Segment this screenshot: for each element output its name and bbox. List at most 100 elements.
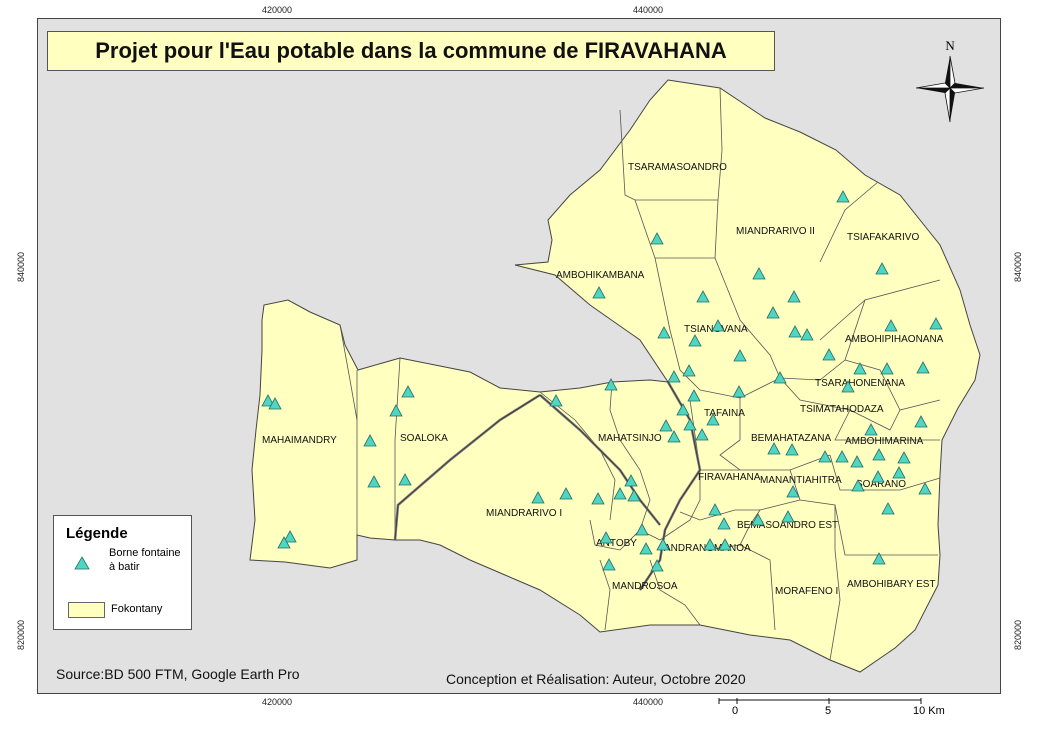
borne-fontaine-marker bbox=[766, 306, 780, 319]
borne-fontaine-marker bbox=[708, 503, 722, 516]
borne-fontaine-marker bbox=[667, 370, 681, 383]
credit-text: Conception et Réalisation: Auteur, Octob… bbox=[446, 671, 746, 687]
borne-fontaine-marker bbox=[785, 443, 799, 456]
borne-fontaine-marker bbox=[788, 325, 802, 338]
borne-fontaine-marker bbox=[398, 473, 412, 486]
borne-fontaine-marker bbox=[261, 394, 275, 407]
borne-fontaine-marker bbox=[767, 442, 781, 455]
borne-fontaine-marker bbox=[841, 380, 855, 393]
grid-label-bottom-1: 420000 bbox=[262, 697, 293, 707]
borne-fontaine-marker bbox=[916, 361, 930, 374]
borne-fontaine-marker bbox=[635, 523, 649, 536]
borne-fontaine-marker bbox=[914, 415, 928, 428]
borne-fontaine-marker bbox=[657, 326, 671, 339]
borne-fontaine-marker bbox=[695, 428, 709, 441]
grid-label-top-2: 440000 bbox=[633, 5, 664, 15]
fokontany-label: AMBOHIBARY EST bbox=[847, 579, 936, 590]
legend-heading: Légende bbox=[66, 525, 128, 542]
borne-fontaine-marker bbox=[389, 404, 403, 417]
borne-fontaine-marker bbox=[787, 290, 801, 303]
fokontany-label: MANDROSOA bbox=[612, 581, 678, 592]
north-arrow-icon: N bbox=[915, 38, 985, 123]
borne-fontaine-marker bbox=[864, 423, 878, 436]
scale-bar-line bbox=[718, 698, 922, 704]
commune-boundary bbox=[249, 79, 981, 673]
scale-label: 0 bbox=[732, 705, 739, 717]
borne-fontaine-marker bbox=[703, 538, 717, 551]
borne-fontaine-marker bbox=[639, 542, 653, 555]
borne-fontaine-marker bbox=[676, 403, 690, 416]
fokontany-label: SOARANO bbox=[856, 479, 906, 490]
fokontany-boundaries bbox=[339, 87, 941, 661]
map-title: Projet pour l'Eau potable dans la commun… bbox=[47, 31, 775, 71]
borne-fontaine-marker bbox=[367, 475, 381, 488]
fokontany-label: BEMAHATAZANA bbox=[751, 433, 832, 444]
borne-fontaine-marker bbox=[667, 430, 681, 443]
fokontany-label: AMBOHIMARINA bbox=[845, 436, 924, 447]
triangle-icon bbox=[74, 556, 90, 570]
fokontany-label: MAHAIMANDRY bbox=[262, 435, 337, 446]
fokontany-label: SOALOKA bbox=[400, 433, 448, 444]
fokontany-label: TSARAHONENANA bbox=[815, 378, 905, 389]
fokontany-label: MIANDRARIVO II bbox=[736, 226, 815, 237]
borne-fontaine-marker bbox=[822, 348, 836, 361]
legend-area-label: Fokontany bbox=[111, 603, 163, 615]
borne-fontaine-marker bbox=[283, 530, 297, 543]
borne-fontaine-marker bbox=[268, 397, 282, 410]
north-label: N bbox=[945, 38, 955, 53]
borne-fontaine-marker bbox=[604, 378, 618, 391]
fokontany-label: TSIMATAHODAZA bbox=[800, 404, 884, 415]
fokontany-label: ANTOBY bbox=[596, 538, 637, 549]
borne-fontaine-marker bbox=[277, 536, 291, 549]
borne-fontaine-marker bbox=[591, 492, 605, 505]
fokontany-label: BEMASOANDRO EST bbox=[737, 520, 838, 531]
borne-fontaine-marker bbox=[835, 450, 849, 463]
borne-fontaine-marker bbox=[752, 267, 766, 280]
fokontany-label: MANANTIAHITRA bbox=[760, 475, 842, 486]
scale-label: 5 bbox=[825, 705, 832, 717]
borne-fontaine-marker bbox=[624, 474, 638, 487]
borne-fontaine-marker bbox=[602, 558, 616, 571]
borne-fontaine-marker bbox=[627, 489, 641, 502]
grid-label-top-1: 420000 bbox=[262, 5, 293, 15]
borne-fontaine-marker bbox=[800, 328, 814, 341]
borne-fontaine-marker bbox=[875, 262, 889, 275]
borne-fontaine-marker bbox=[892, 466, 906, 479]
legend: Légende Borne fontaine à batir Fokontany bbox=[53, 515, 192, 630]
borne-fontaine-marker bbox=[773, 371, 787, 384]
legend-point-label: Borne fontaine à batir bbox=[109, 547, 181, 573]
borne-fontaine-marker bbox=[781, 510, 795, 523]
fokontany-label: FIRAVAHANA bbox=[698, 472, 761, 483]
borne-fontaine-marker bbox=[531, 491, 545, 504]
borne-fontaine-marker bbox=[696, 290, 710, 303]
fokontany-label: AMBOHIKAMBANA bbox=[556, 270, 645, 281]
scale-label: 10 Km bbox=[913, 705, 945, 717]
borne-fontaine-marker bbox=[872, 448, 886, 461]
borne-fontaine-marker bbox=[897, 451, 911, 464]
borne-fontaine-marker bbox=[718, 538, 732, 551]
borne-fontaine-marker bbox=[884, 319, 898, 332]
fokontany-label: MIANDRARIVO I bbox=[486, 508, 562, 519]
borne-fontaine-marker bbox=[592, 286, 606, 299]
borne-fontaine-marker bbox=[599, 531, 613, 544]
borne-fontaine-marker bbox=[786, 485, 800, 498]
borne-fontaine-marker bbox=[818, 450, 832, 463]
borne-fontaine-marker bbox=[871, 470, 885, 483]
grid-label-bottom-2: 440000 bbox=[633, 697, 664, 707]
borne-fontaine-marker bbox=[613, 487, 627, 500]
borne-fontaine-marker bbox=[656, 538, 670, 551]
borne-fontaine-marker bbox=[851, 479, 865, 492]
borne-fontaine-marker bbox=[401, 385, 415, 398]
borne-fontaine-marker bbox=[682, 364, 696, 377]
fokontany-label: AMBOHIPIHAONANA bbox=[845, 334, 944, 345]
borne-fontaine-marker bbox=[549, 394, 563, 407]
borne-fontaine-marker bbox=[836, 190, 850, 203]
borne-fontaine-marker bbox=[688, 334, 702, 347]
borne-fontaine-marker bbox=[559, 487, 573, 500]
fokontany-label: TAFAINA bbox=[704, 408, 745, 419]
borne-fontaine-marker bbox=[650, 232, 664, 245]
fokontany-label: MORAFENO I bbox=[775, 586, 838, 597]
source-text: Source:BD 500 FTM, Google Earth Pro bbox=[56, 666, 300, 682]
borne-fontaine-marker bbox=[850, 455, 864, 468]
